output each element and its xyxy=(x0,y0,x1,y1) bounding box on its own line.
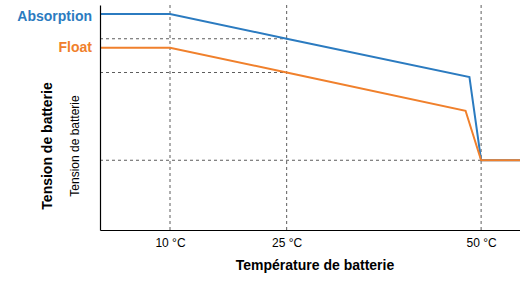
lines xyxy=(100,14,520,160)
x-tick: 25 °C xyxy=(272,230,302,250)
y-grid-line xyxy=(100,72,287,73)
y-axis-title: Tension de batterie xyxy=(39,82,55,210)
x-axis: 10 °C 25 °C 50 °C xyxy=(101,230,520,250)
x-axis-title: Température de batterie xyxy=(236,257,395,273)
legend: Absorption Float xyxy=(17,8,92,55)
chart: 10 °C 25 °C 50 °C Température de batterie Te… xyxy=(0,0,520,281)
x-axis-line xyxy=(101,230,520,231)
y-axis-subtitle: Tension de batterie xyxy=(68,95,82,197)
x-tick-label: 10 °C xyxy=(155,236,185,250)
x-grid-line xyxy=(170,5,171,230)
x-tick: 50 °C xyxy=(467,230,497,250)
y-grid-line xyxy=(100,160,481,161)
x-grid-line xyxy=(481,5,482,230)
series-line xyxy=(100,48,520,161)
y-grid-line xyxy=(100,38,287,39)
x-tick-label: 50 °C xyxy=(467,236,497,250)
legend-entry: Absorption xyxy=(17,8,92,24)
y-axis xyxy=(100,6,102,231)
x-tick: 10 °C xyxy=(155,230,185,250)
x-tick-label: 25 °C xyxy=(272,236,302,250)
legend-entry: Float xyxy=(59,39,93,55)
series-line xyxy=(100,14,520,160)
y-axis-line xyxy=(100,6,101,231)
